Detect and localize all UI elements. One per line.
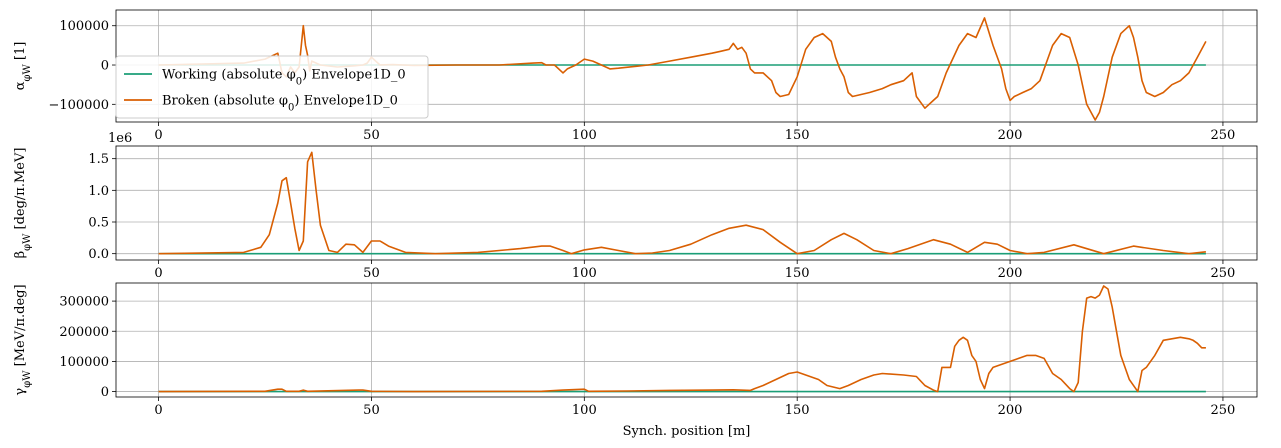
gamma-ytick-label-0: 0 (101, 385, 109, 400)
beta-xtick-label-5: 250 (1211, 266, 1236, 281)
alpha-ytick-label-2: 100000 (59, 19, 109, 34)
beta-xtick-label-0: 0 (154, 266, 162, 281)
gamma-xlabel: Synch. position [m] (623, 424, 751, 439)
beta-xtick-label-3: 150 (785, 266, 810, 281)
legend-label-working: Working (absolute φ0) Envelope1D_0 (162, 68, 406, 88)
gamma-axes: 0 50 100 150 200 250 0 100000 200000 300000 γφW [M… (13, 282, 1258, 439)
beta-ytick-label-0: 0.0 (88, 247, 109, 262)
alpha-xtick-label-3: 150 (785, 128, 810, 143)
alpha-ylabel: αφW [1] (13, 42, 33, 91)
beta-xtick-label-4: 200 (998, 266, 1023, 281)
alpha-ytick-label-1: 0 (101, 59, 109, 74)
gamma-frame (115, 282, 1258, 398)
legend: Working (absolute φ0) Envelope1D_0 Broken… (115, 55, 429, 119)
beta-ytick-label-2: 1.0 (88, 184, 109, 199)
legend-label-broken: Broken (absolute φ0) Envelope1D_0 (162, 94, 398, 114)
alpha-xtick-label-5: 250 (1211, 128, 1236, 143)
beta-frame (115, 145, 1258, 261)
beta-ytick-label-1: 0.5 (88, 216, 109, 231)
gamma-xtick-label-3: 150 (785, 403, 810, 418)
beta-offset-label: 1e6 (108, 131, 132, 146)
gamma-ytick-label-1: 100000 (59, 355, 109, 370)
alpha-xtick-label-2: 100 (572, 128, 597, 143)
alpha-xtick-label-1: 50 (363, 128, 380, 143)
gamma-xtick-label-0: 0 (154, 403, 162, 418)
alpha-xtick-label-4: 200 (998, 128, 1023, 143)
alpha-ytick-label-0: −100000 (48, 98, 109, 113)
beta-xtick-label-2: 100 (572, 266, 597, 281)
gamma-xtick-label-1: 50 (363, 403, 380, 418)
gamma-series-broken-line (158, 285, 1206, 393)
gamma-ytick-label-2: 200000 (59, 325, 109, 340)
beta-ytick-label-3: 1.5 (88, 152, 109, 167)
legend-box (115, 55, 429, 119)
gamma-xtick-label-2: 100 (572, 403, 597, 418)
beta-xtick-label-1: 50 (363, 266, 380, 281)
gamma-xtick-label-5: 250 (1211, 403, 1236, 418)
gamma-ytick-label-3: 300000 (59, 295, 109, 310)
beta-axes: 0 50 100 150 200 250 0.0 0.5 1.0 1.5 βφW [deg/π.Me… (13, 131, 1258, 281)
beta-series-broken-line (158, 151, 1206, 255)
beta-ylabel: βφW [deg/π.MeV] (13, 148, 33, 259)
gamma-xtick-label-4: 200 (998, 403, 1023, 418)
alpha-xtick-label-0: 0 (154, 128, 162, 143)
gamma-ylabel: γφW [MeV/π.deg] (13, 284, 33, 395)
